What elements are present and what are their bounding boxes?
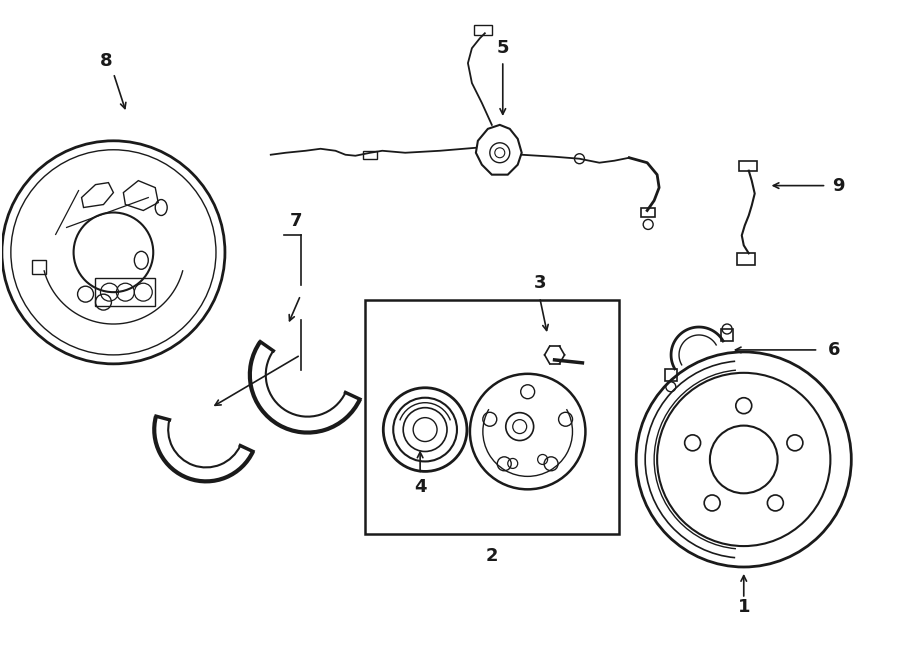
Bar [474, 25, 491, 35]
Bar [737, 253, 755, 265]
Bar [721, 329, 734, 341]
Text: 8: 8 [100, 52, 112, 70]
Bar [739, 161, 757, 171]
Bar [32, 260, 46, 274]
Bar [665, 369, 677, 381]
Text: 4: 4 [414, 479, 427, 496]
Bar [364, 151, 377, 159]
Text: 7: 7 [290, 212, 302, 231]
Text: 5: 5 [497, 39, 509, 58]
Text: 9: 9 [832, 176, 844, 194]
Text: 3: 3 [534, 274, 546, 292]
Bar [95, 278, 155, 306]
Text: 6: 6 [828, 341, 841, 359]
Text: 2: 2 [486, 547, 498, 565]
Bar [365, 300, 619, 534]
Bar [641, 208, 655, 217]
Text: 1: 1 [737, 598, 750, 616]
